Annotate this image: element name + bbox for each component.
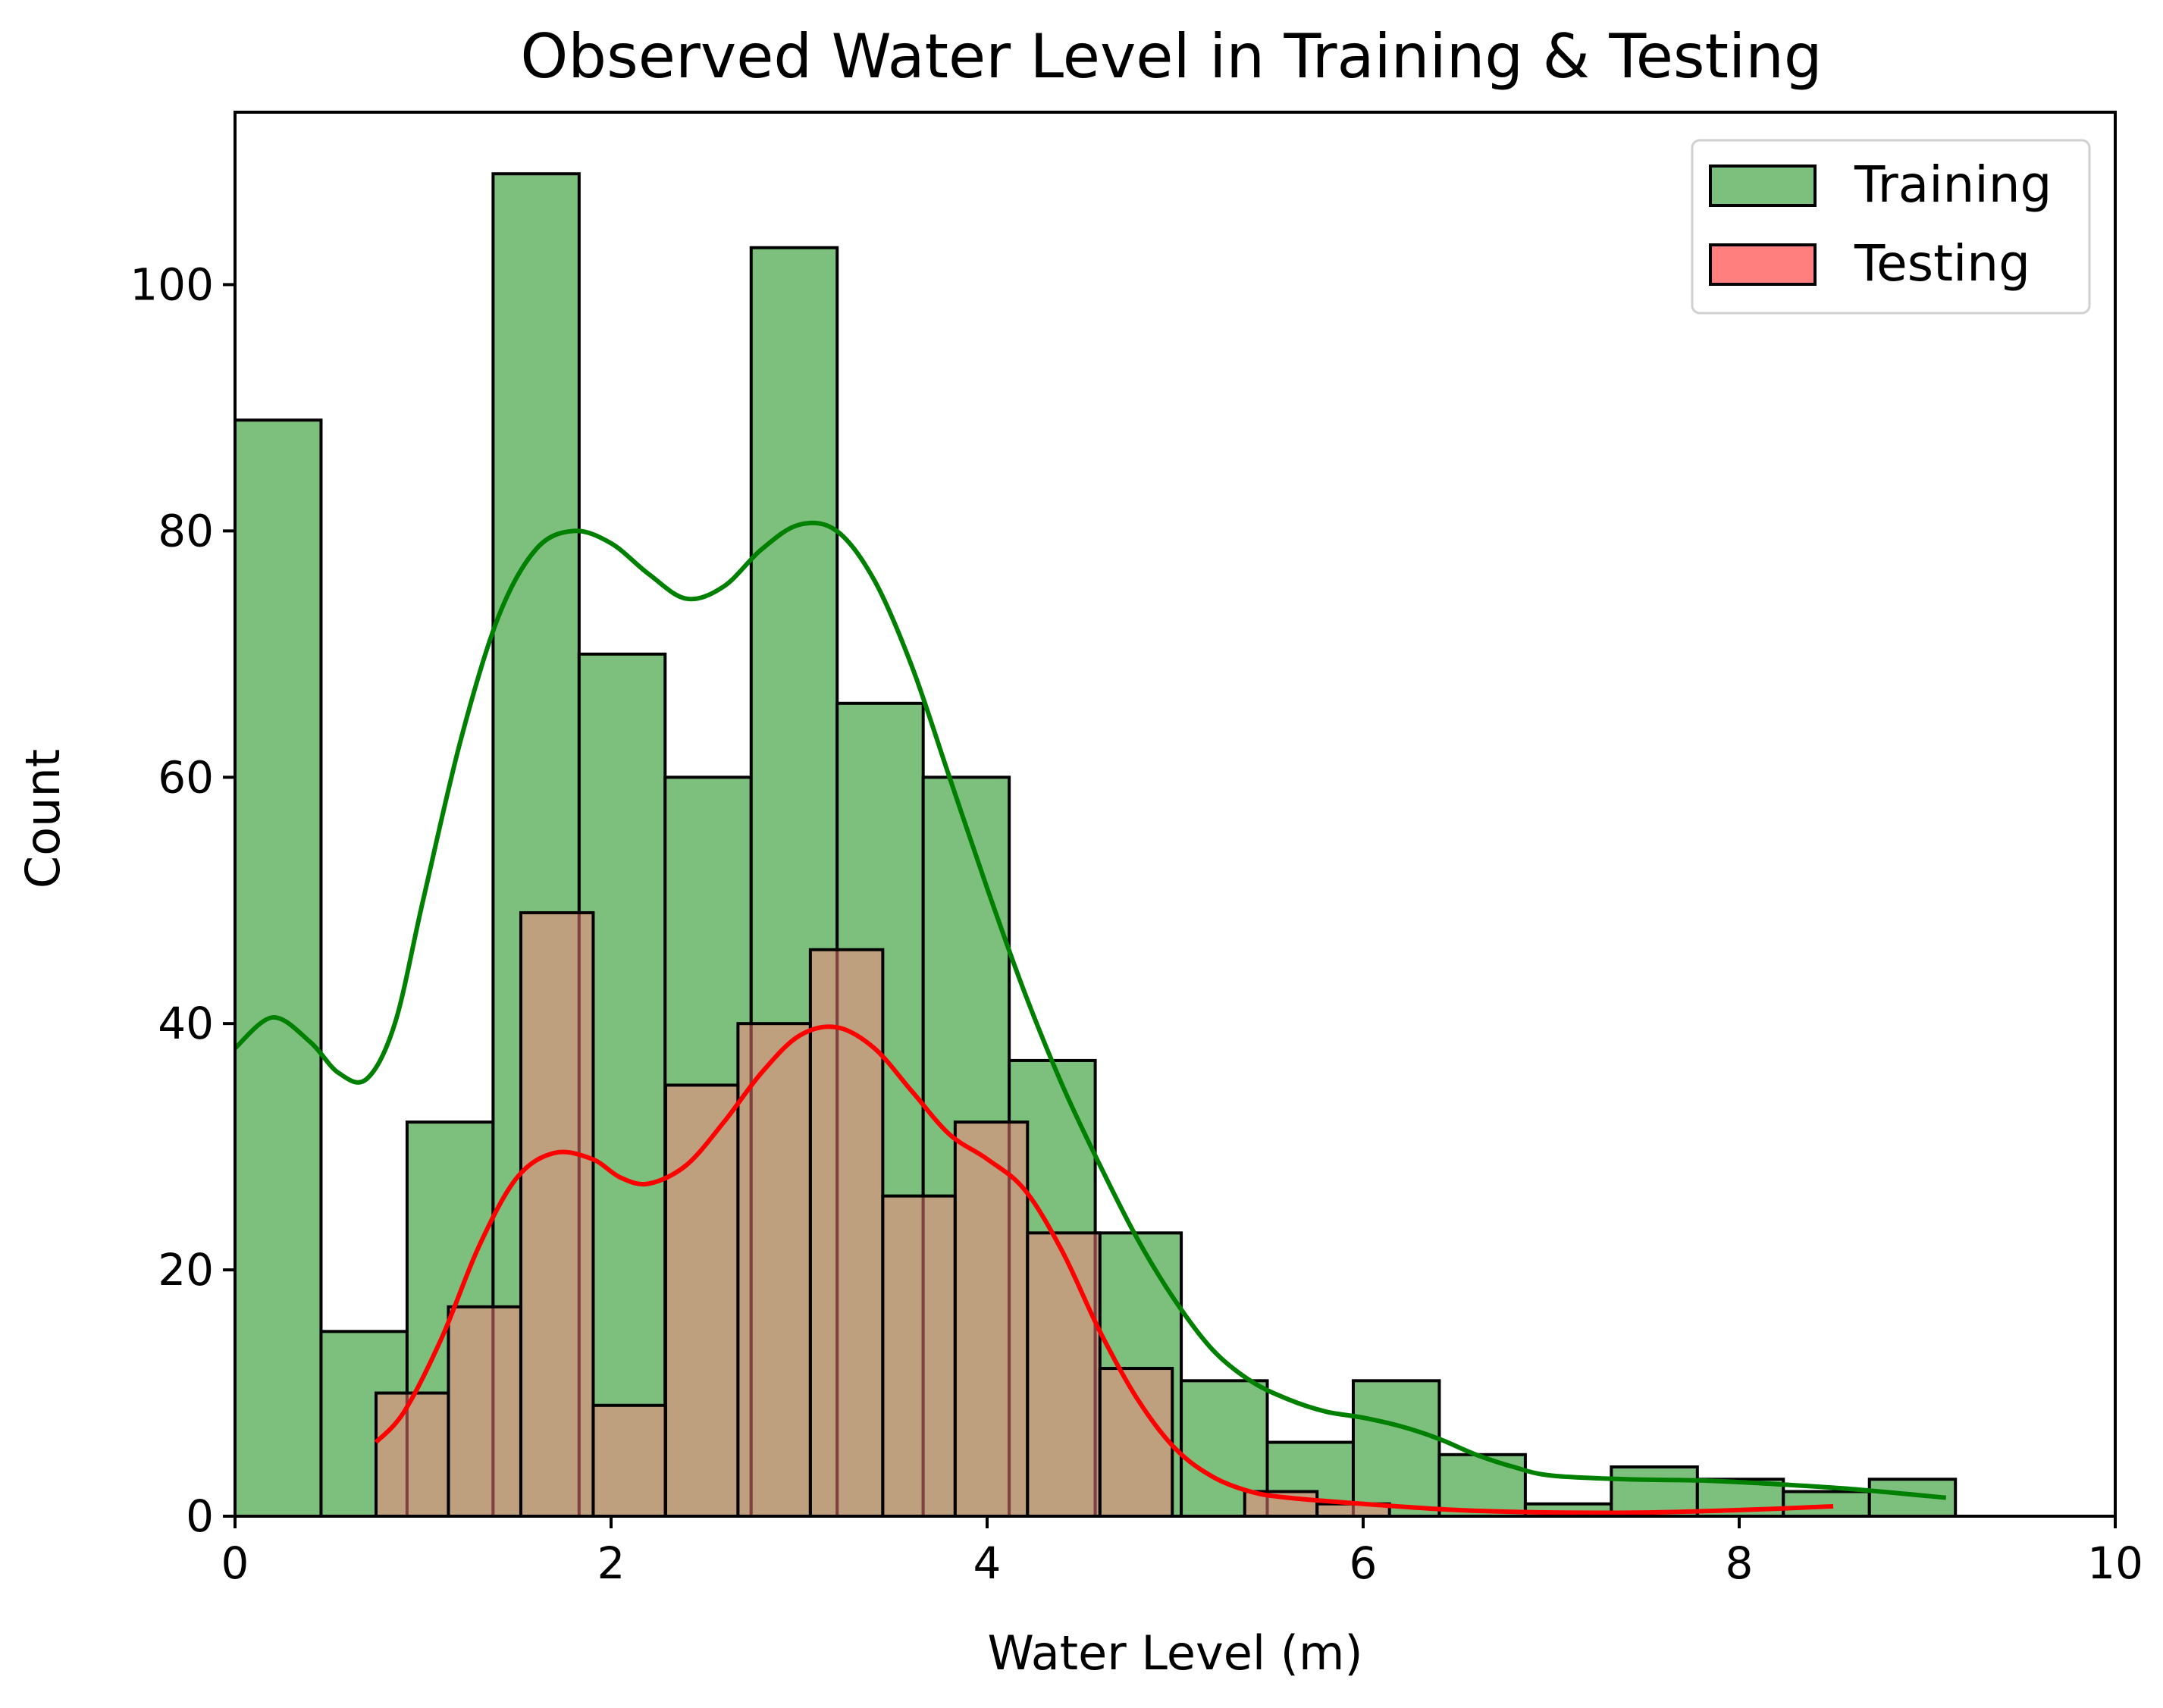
- x-tick-label: 4: [973, 1537, 1002, 1589]
- y-tick-label: 20: [158, 1244, 214, 1296]
- legend-swatch-testing: [1709, 243, 1817, 286]
- testing-kde-line: [374, 1024, 1834, 1515]
- x-tick-label: 2: [597, 1537, 625, 1589]
- y-tick-label: 60: [158, 751, 214, 803]
- training-bar: [1610, 1465, 1699, 1518]
- testing-bar: [736, 1022, 812, 1518]
- y-tick-label: 0: [186, 1490, 214, 1542]
- legend-swatch-training: [1709, 165, 1817, 207]
- legend-label-training: Training: [1854, 155, 2052, 214]
- testing-bars: [375, 910, 1391, 1518]
- testing-bar: [1098, 1367, 1174, 1518]
- y-axis: 0 20 40 60 80 100: [130, 259, 235, 1542]
- training-bar: [1437, 1453, 1527, 1518]
- y-tick-label: 40: [158, 998, 214, 1049]
- x-tick-label: 6: [1350, 1537, 1378, 1589]
- y-tick-label: 100: [130, 259, 214, 310]
- x-tick-label: 8: [1726, 1537, 1754, 1589]
- x-tick-label: 0: [221, 1537, 249, 1589]
- y-axis-label: Count: [15, 749, 71, 888]
- x-tick-label: 10: [2087, 1537, 2143, 1589]
- training-kde-line: [233, 520, 1947, 1500]
- testing-bar: [519, 910, 595, 1518]
- testing-bar: [808, 948, 885, 1518]
- x-axis-label: Water Level (m): [987, 1625, 1362, 1681]
- chart-title: Observed Water Level in Training & Testi…: [520, 21, 1822, 92]
- testing-bar: [881, 1194, 957, 1518]
- testing-bar: [375, 1391, 450, 1518]
- training-bar: [1351, 1379, 1441, 1518]
- testing-bar: [663, 1083, 740, 1518]
- legend-label-testing: Testing: [1854, 234, 2030, 293]
- legend: Training Testing: [1691, 139, 2091, 315]
- kde-curves: [233, 520, 1947, 1515]
- y-tick-label: 80: [158, 505, 214, 556]
- training-bar: [1782, 1490, 1871, 1518]
- testing-bar: [591, 1403, 667, 1518]
- plot-area-frame: [234, 111, 2117, 1518]
- testing-bar: [447, 1305, 522, 1518]
- x-axis: 0 2 4 6 8 10: [221, 1516, 2143, 1589]
- training-bar: [234, 418, 323, 1518]
- testing-bar: [1026, 1231, 1102, 1518]
